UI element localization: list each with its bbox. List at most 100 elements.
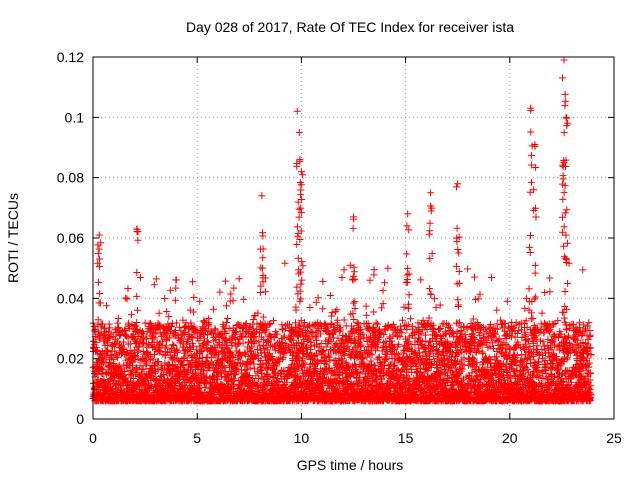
chart-title: Day 028 of 2017, Rate Of TEC Index for r… [186,19,514,35]
data-point [476,290,484,298]
data-point [103,302,111,310]
data-point [180,324,188,332]
data-point [106,324,114,332]
data-point [92,339,100,347]
data-point [384,264,392,272]
data-point [125,324,133,332]
data-point [467,348,475,356]
data-point [201,384,209,392]
data-point [188,278,196,286]
data-point [262,288,270,296]
data-point [186,306,194,314]
data-point [136,273,144,281]
data-point [196,297,204,305]
data-point [216,288,224,296]
data-point [476,332,484,340]
data-point [417,276,425,284]
data-point [332,308,340,316]
data-point [338,273,346,281]
data-point [464,265,472,273]
data-point [119,371,127,379]
data-point [127,311,135,319]
data-point [100,352,108,360]
data-point [281,259,289,267]
data-point [155,309,163,317]
data-point [227,290,235,298]
data-point [469,354,477,362]
data-point [129,374,137,382]
data-point [114,354,122,362]
data-point [113,337,121,345]
data-point [135,343,143,351]
data-point [224,315,232,323]
data-point [106,334,114,342]
data-point [110,355,118,363]
data-point [370,266,378,274]
data-point [124,285,132,293]
data-point [312,298,320,306]
grid [93,57,614,419]
data-point [263,364,271,372]
data-point [122,294,130,302]
data-point [306,303,314,311]
data-points [89,56,595,405]
data-point [136,362,144,370]
data-point [379,300,387,308]
data-point [173,319,181,327]
data-point [111,347,119,355]
data-point [129,357,137,365]
data-point [134,306,142,314]
data-point [257,289,265,297]
data-point [222,302,230,310]
data-point [121,367,129,375]
data-point [249,316,257,324]
data-point [99,370,107,378]
data-point [169,341,177,349]
data-point [430,295,438,303]
data-point [221,277,229,285]
data-point [493,353,501,361]
data-point [364,319,372,327]
data-point [375,354,383,362]
data-point [106,361,114,369]
data-point [120,326,128,334]
data-point [115,323,123,331]
data-point [379,287,387,295]
data-point [235,275,243,283]
data-point [362,302,370,310]
data-point [407,315,415,323]
data-point [222,330,230,338]
data-point [98,320,106,328]
data-point [378,304,386,312]
data-point [111,379,119,387]
data-point [121,375,129,383]
data-point [92,343,100,351]
data-point [435,325,443,333]
data-point [381,279,389,287]
data-point [209,305,217,313]
data-point [366,276,374,284]
data-point [487,274,495,282]
data-point [240,295,248,303]
data-point [114,314,122,322]
data-point [91,327,99,335]
data-point [478,348,486,356]
data-point [493,306,501,314]
data-point [103,348,111,356]
data-point [116,364,124,372]
data-point [370,308,378,316]
data-point [362,311,370,319]
data-point [239,339,247,347]
data-point [190,293,198,301]
data-point [117,366,125,374]
data-point [133,368,141,376]
data-point [319,305,327,313]
data-point [497,316,505,324]
data-point [161,295,169,303]
data-point [190,308,198,316]
data-point [340,266,348,274]
data-point [172,296,180,304]
data-point [328,312,336,320]
data-point [314,294,322,302]
